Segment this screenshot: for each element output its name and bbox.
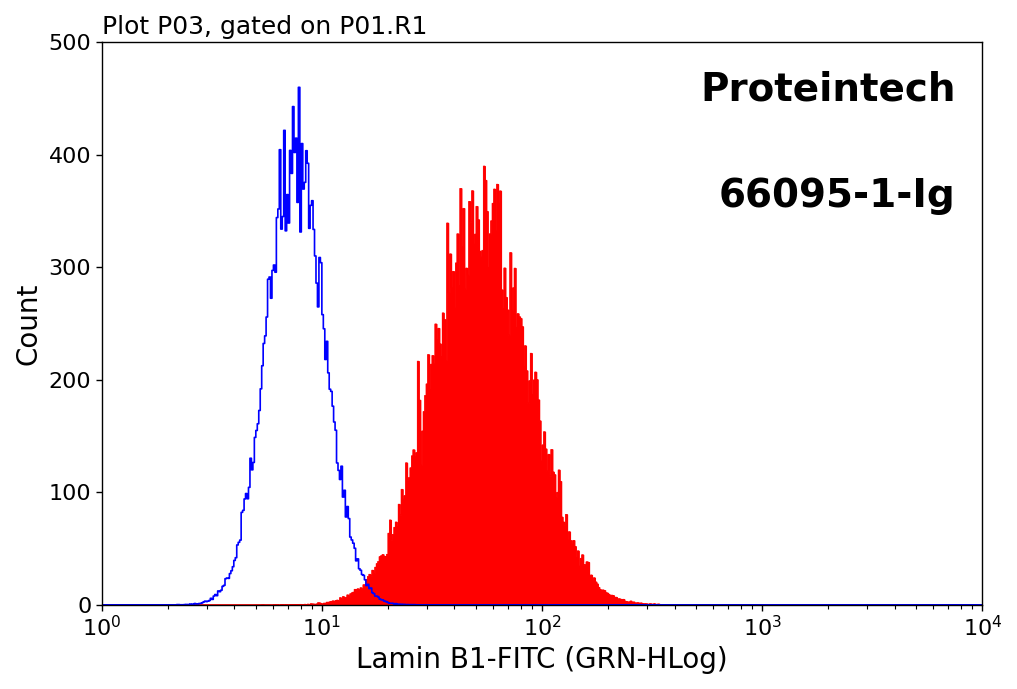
Text: Plot P03, gated on P01.R1: Plot P03, gated on P01.R1	[102, 15, 427, 39]
Text: Proteintech: Proteintech	[701, 70, 956, 108]
Text: 66095-1-Ig: 66095-1-Ig	[719, 177, 956, 216]
X-axis label: Lamin B1-FITC (GRN-HLog): Lamin B1-FITC (GRN-HLog)	[356, 646, 728, 674]
Y-axis label: Count: Count	[15, 282, 43, 364]
